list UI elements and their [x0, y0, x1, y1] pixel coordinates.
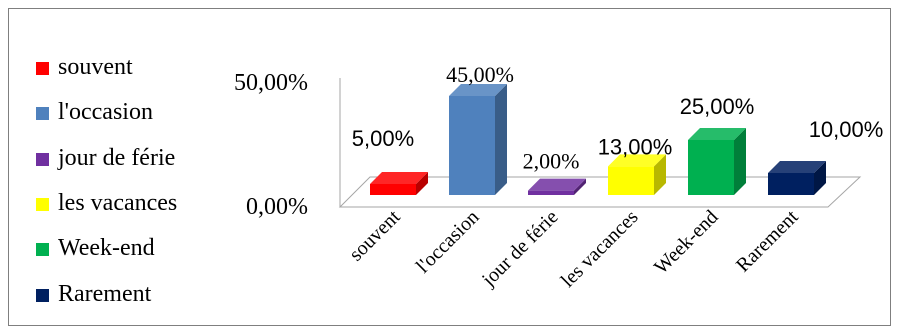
- bar-front-face: [768, 173, 814, 195]
- legend-label: Week-end: [58, 235, 155, 261]
- bar-rarement: [768, 161, 826, 195]
- y-tick-label: 50,00%: [234, 70, 308, 96]
- bar-souvent: [370, 172, 428, 195]
- floor-plane: [338, 176, 862, 208]
- legend-label: jour de férie: [58, 145, 176, 171]
- bar-top-face: [688, 128, 746, 140]
- data-label-rarement: 10,00%: [809, 117, 884, 142]
- legend-swatch: [36, 153, 49, 166]
- legend-swatch: [36, 107, 49, 120]
- bar-side-face: [654, 154, 666, 195]
- legend-swatch: [36, 289, 49, 302]
- bar-side-face: [814, 161, 826, 195]
- bar-l-occasion: [449, 84, 507, 195]
- bar-side-face: [416, 172, 428, 195]
- bar-top-face: [768, 161, 826, 173]
- data-label-l-occasion: 45,00%: [446, 62, 514, 87]
- data-labels: 5,00% 45,00% 2,00% 13,00% 25,00% 10,00%: [352, 62, 884, 174]
- data-label-souvent: 5,00%: [352, 126, 414, 151]
- bar-les-vacances: [608, 154, 666, 195]
- data-label-jour-de-f-rie: 2,00%: [523, 149, 580, 174]
- chart-floor: [338, 78, 862, 208]
- bar-side-face: [495, 84, 507, 195]
- bar-front-face: [449, 96, 495, 195]
- x-tick-label-les-vacances: les vacances: [557, 206, 643, 292]
- x-tick-label-rarement: Rarement: [732, 206, 803, 277]
- bar-top-face: [449, 84, 507, 96]
- bar-front-face: [688, 140, 734, 195]
- legend-label: souvent: [58, 54, 133, 80]
- bar-front-face: [528, 190, 574, 195]
- legend-swatch: [36, 62, 49, 75]
- bar-top-face: [608, 154, 666, 167]
- legend-swatch: [36, 243, 49, 256]
- bar-top-face: [370, 172, 428, 184]
- bar-side-face: [574, 178, 586, 195]
- legend-label: l'occasion: [58, 99, 153, 125]
- x-tick-label-souvent: souvent: [345, 206, 405, 266]
- bar-side-face: [734, 128, 746, 195]
- bars: [370, 84, 826, 195]
- x-tick-label-jour-de-f-rie: jour de férie: [477, 206, 562, 291]
- bar-week-end: [688, 128, 746, 195]
- bar-top-face: [528, 178, 586, 191]
- data-label-les-vacances: 13,00%: [598, 134, 673, 159]
- legend-swatch: [36, 198, 49, 211]
- bar-front-face: [608, 166, 654, 195]
- bar-jour-de-f-rie: [528, 178, 586, 195]
- data-label-week-end: 25,00%: [680, 94, 755, 119]
- x-tick-label-l-occasion: l'occasion: [412, 206, 484, 278]
- x-tick-label-week-end: Week-end: [650, 206, 723, 279]
- bar-front-face: [370, 184, 416, 195]
- legend-label: Rarement: [58, 281, 152, 307]
- y-tick-label: 0,00%: [246, 194, 308, 220]
- legend-label: les vacances: [58, 190, 178, 216]
